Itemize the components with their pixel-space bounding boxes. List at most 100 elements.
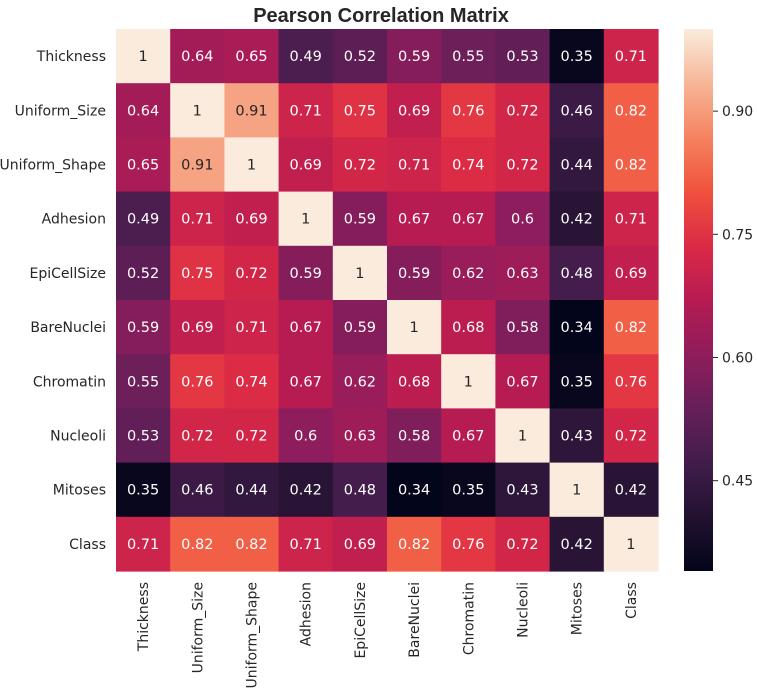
heatmap-cell [549,462,605,518]
heatmap-cell [116,191,171,247]
cell-value-label: 0.64 [181,49,213,65]
heatmap-cells: 1 0.64 0.65 0.49 0.52 0.59 0.55 0.53 0.35 0.71 0.6… [116,29,659,572]
cell-value-label: 0.72 [506,158,538,174]
heatmap-cell [549,300,605,355]
cell-value-label: 0.71 [181,212,213,228]
cell-value-label: 0.67 [290,374,322,390]
heatmap-cell [495,462,551,518]
cell-value-label: 0.55 [452,49,484,65]
cell-value-label: 0.69 [181,320,213,336]
cell-value-label: 0.64 [127,103,159,119]
cell-value-label: 0.68 [452,320,484,336]
heatmap-cell [116,245,171,301]
cell-value-label: 0.59 [290,266,322,282]
heatmap-cell [332,516,388,572]
cell-value-label: 0.42 [615,483,647,499]
heatmap-cell [170,29,225,84]
cell-value-label: 0.82 [615,320,647,336]
cell-value-label: 0.76 [452,103,484,119]
heatmap-cell [495,29,551,84]
heatmap-cell [332,137,388,193]
heatmap-cell [170,462,225,518]
cell-value-label: 0.75 [181,266,213,282]
cell-value-label: 0.6 [294,429,317,445]
cell-value-label: 1 [626,537,635,553]
cell-value-label: 0.72 [506,103,538,119]
cell-value-label: 0.53 [127,429,159,445]
colorbar-gradient [684,29,713,571]
cell-value-label: 0.44 [235,483,267,499]
heatmap-cell [278,516,334,572]
cell-value-label: 0.59 [398,49,430,65]
cell-value-label: 1 [193,103,202,119]
heatmap-cell [224,83,280,138]
heatmap-cell [116,300,171,355]
heatmap-cell [495,300,551,355]
heatmap-cell [495,83,551,138]
heatmap-cell [278,137,334,193]
heatmap-cell [441,245,496,301]
column-label: Uniform_Shape [245,582,261,688]
cell-value-label: 0.82 [181,537,213,553]
heatmap-cell [387,191,442,247]
heatmap-cell [278,354,334,409]
cell-value-label: 0.71 [615,49,647,65]
cell-value-label: 1 [247,158,256,174]
heatmap-cell [332,29,388,84]
cell-value-label: 0.42 [561,212,593,228]
column-label: Adhesion [299,582,315,646]
cell-value-label: 0.67 [452,429,484,445]
cell-value-label: 0.46 [181,483,213,499]
cell-value-label: 0.62 [452,266,484,282]
cell-value-label: 0.43 [561,429,593,445]
colorbar: 0.45 0.60 0.75 0.90 [684,29,753,571]
cell-value-label: 0.69 [398,103,430,119]
cell-value-label: 0.71 [127,537,159,553]
heatmap-cell [495,245,551,301]
heatmap-cell [549,354,605,409]
cell-value-label: 0.35 [127,483,159,499]
cell-value-label: 0.49 [290,49,322,65]
heatmap-cell [495,354,551,409]
cell-value-label: 0.52 [344,49,376,65]
cell-value-label: 0.91 [235,103,267,119]
heatmap-cell [224,245,280,301]
cell-value-label: 0.82 [615,158,647,174]
heatmap-cell [441,354,496,409]
cell-value-label: 0.59 [344,320,376,336]
column-label: EpiCellSize [353,582,369,659]
heatmap-cell [387,516,442,572]
cell-value-label: 0.72 [506,537,538,553]
cell-value-label: 0.74 [452,158,484,174]
heatmap-cell [332,408,388,464]
row-label: Uniform_Shape [0,158,106,174]
column-labels: Thickness Uniform_Size Uniform_Shape Adhesi… [136,582,640,688]
cell-value-label: 0.82 [235,537,267,553]
heatmap-cell [116,29,171,84]
cell-value-label: 0.76 [452,537,484,553]
heatmap-cell [278,245,334,301]
cell-value-label: 0.82 [615,103,647,119]
cell-value-label: 0.72 [235,266,267,282]
heatmap-cell [116,462,171,518]
row-label: Class [69,537,106,553]
cell-value-label: 0.67 [452,212,484,228]
colorbar-tick-label: 0.75 [722,227,753,243]
column-label: Thickness [136,582,152,652]
cell-value-label: 0.72 [344,158,376,174]
heatmap-cell [387,137,442,193]
heatmap-cell [332,83,388,138]
cell-value-label: 0.69 [344,537,376,553]
heatmap-cell [603,516,659,572]
heatmap-cell [603,354,659,409]
cell-value-label: 0.72 [615,429,647,445]
column-label: BareNuclei [407,582,423,658]
cell-value-label: 0.67 [398,212,430,228]
heatmap-cell [603,245,659,301]
cell-value-label: 0.62 [344,374,376,390]
heatmap-cell [278,300,334,355]
heatmap-cell [603,462,659,518]
cell-value-label: 1 [138,49,147,65]
heatmap-cell [170,300,225,355]
cell-value-label: 0.91 [181,158,213,174]
